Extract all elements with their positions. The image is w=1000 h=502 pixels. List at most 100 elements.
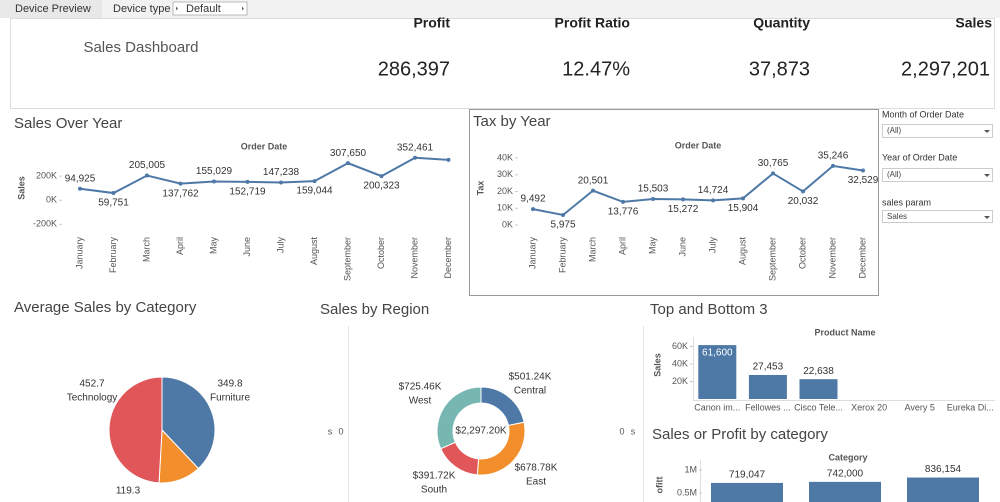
tab-label[interactable]: Device Preview — [15, 3, 91, 15]
data-label: 9,492 — [520, 194, 545, 205]
point — [413, 155, 417, 160]
chart-title: Tax by Year — [473, 113, 551, 130]
kpi-value: 12.47% — [562, 58, 630, 80]
dropdown-arrow — [984, 216, 990, 219]
bar — [799, 379, 838, 399]
x-tick-label: January — [74, 237, 84, 270]
y-tick-label: 30K — [497, 169, 513, 179]
filter-select[interactable] — [882, 168, 993, 182]
y-tick-label: 10K — [497, 203, 513, 213]
point — [245, 179, 250, 184]
y-axis-title: Sales — [652, 353, 662, 377]
x-tick-label: April — [617, 237, 627, 255]
filter-select[interactable] — [882, 124, 993, 138]
data-label: $391.72K — [413, 471, 456, 482]
y-tick-label: 0.5M — [677, 487, 697, 497]
x-tick-label: April — [175, 237, 185, 255]
line — [79, 156, 449, 195]
x-tick-label: December — [857, 237, 867, 279]
y-axis-title: Sales — [16, 176, 26, 200]
filter-value[interactable]: (All) — [887, 170, 902, 179]
data-label: 22,638 — [803, 366, 834, 377]
kpi-value: 286,397 — [378, 58, 450, 80]
point — [621, 199, 625, 204]
point — [711, 198, 715, 203]
chart-title: Top and Bottom 3 — [650, 301, 768, 318]
point — [346, 161, 350, 166]
kpi-value: 37,873 — [749, 58, 810, 80]
kpi-label: Quantity — [753, 15, 810, 31]
filter-label: Month of Order Date — [882, 109, 964, 119]
bar — [698, 345, 737, 399]
device-select[interactable] — [172, 1, 248, 16]
x-tick-label: Eureka Di... — [947, 402, 994, 412]
header-panel — [10, 18, 995, 109]
data-label: 20,501 — [578, 175, 609, 186]
x-tick-label: September — [342, 237, 352, 281]
data-label: 137,762 — [162, 188, 199, 199]
filter-value[interactable]: Sales — [887, 212, 907, 221]
data-label: 307,650 — [330, 148, 367, 159]
kpi-strip — [272, 19, 994, 28]
dropdown-arrow — [984, 174, 990, 177]
data-label: 13,776 — [608, 207, 639, 218]
x-tick-label: February — [108, 237, 118, 274]
x-tick-label: June — [677, 237, 687, 257]
data-label: $501.24K — [509, 372, 552, 383]
chart-title: Average Sales by Category — [14, 299, 197, 316]
slice-label: Technology — [67, 393, 118, 404]
x-tick-label: July — [275, 237, 285, 254]
data-label: 742,000 — [827, 469, 864, 480]
x-tick-label: June — [242, 237, 252, 257]
y-tick-label: 0K — [502, 219, 513, 229]
data-label: 200,323 — [363, 181, 400, 192]
y-tick-label: -200K — [33, 219, 57, 229]
data-label: 836,154 — [925, 464, 962, 475]
data-label: 15,272 — [668, 204, 699, 215]
kpi-label: Profit Ratio — [555, 15, 630, 31]
x-tick-label: March — [141, 237, 151, 262]
data-label: 147,238 — [263, 167, 300, 178]
x-tick-label: November — [827, 237, 837, 279]
slice — [161, 376, 216, 470]
toolbar-tab[interactable] — [0, 0, 102, 18]
y-tick-label: 40K — [497, 152, 513, 162]
data-label: 61,600 — [702, 348, 733, 359]
data-label: 94,925 — [65, 173, 96, 184]
x-tick-label: Fellowes ... — [745, 402, 791, 412]
data-label: 5,975 — [550, 220, 575, 231]
x-tick-label: March — [587, 237, 597, 262]
center-label: $2,297.20K — [455, 426, 506, 437]
device-select-value[interactable]: Default — [186, 3, 221, 15]
x-tick-label: May — [208, 237, 218, 255]
x-tick-label: November — [409, 237, 419, 279]
slice — [436, 386, 482, 450]
y-tick-label: 1M — [684, 464, 697, 474]
slice-label: Furniture — [210, 393, 250, 404]
point — [145, 173, 149, 178]
point — [771, 171, 775, 176]
y-tick-label: 20K — [672, 376, 688, 386]
chart-title: Sales Over Year — [14, 115, 122, 132]
edge-label: s — [328, 426, 333, 436]
bar — [809, 481, 881, 502]
x-tick-label: January — [527, 237, 537, 270]
x-tick-label: July — [707, 237, 717, 254]
point — [312, 179, 317, 184]
point — [741, 196, 745, 201]
x-axis-title: Order Date — [675, 140, 722, 150]
data-label: 159,044 — [296, 186, 333, 197]
data-label: 20,032 — [788, 196, 819, 207]
point — [591, 188, 595, 193]
x-tick-label: August — [737, 237, 747, 266]
data-label: 30,765 — [758, 158, 789, 169]
kpi-label: Sales — [955, 15, 992, 31]
filter-select[interactable] — [882, 210, 993, 223]
slice-label: South — [421, 485, 447, 496]
data-label: $678.78K — [515, 463, 558, 474]
x-tick-label: Avery 5 — [905, 402, 935, 412]
data-label: 349.8 — [217, 379, 242, 390]
point — [651, 197, 655, 202]
filter-value[interactable]: (All) — [887, 126, 902, 135]
